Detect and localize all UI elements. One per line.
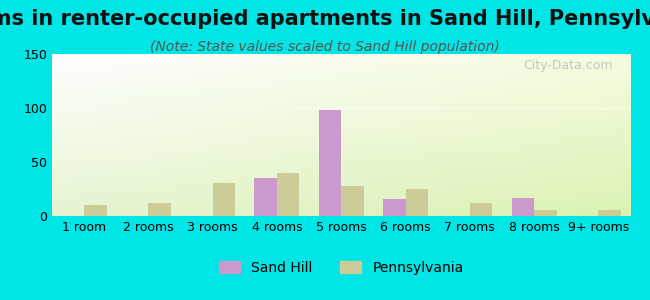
Bar [84, 205, 107, 216]
Bar [213, 182, 235, 216]
Bar [599, 209, 621, 216]
Bar [277, 173, 300, 216]
Text: Rooms in renter-occupied apartments in Sand Hill, Pennsylvania: Rooms in renter-occupied apartments in S… [0, 9, 650, 29]
Bar [470, 203, 492, 216]
Legend: Sand Hill, Pennsylvania: Sand Hill, Pennsylvania [214, 255, 469, 280]
Bar [318, 110, 341, 216]
Bar [383, 199, 406, 216]
Text: City-Data.com: City-Data.com [524, 59, 613, 72]
Bar [255, 178, 277, 216]
Bar [406, 189, 428, 216]
Bar [148, 203, 171, 216]
Bar [341, 186, 364, 216]
Bar [512, 198, 534, 216]
Bar [534, 209, 556, 216]
Text: (Note: State values scaled to Sand Hill population): (Note: State values scaled to Sand Hill … [150, 40, 500, 55]
